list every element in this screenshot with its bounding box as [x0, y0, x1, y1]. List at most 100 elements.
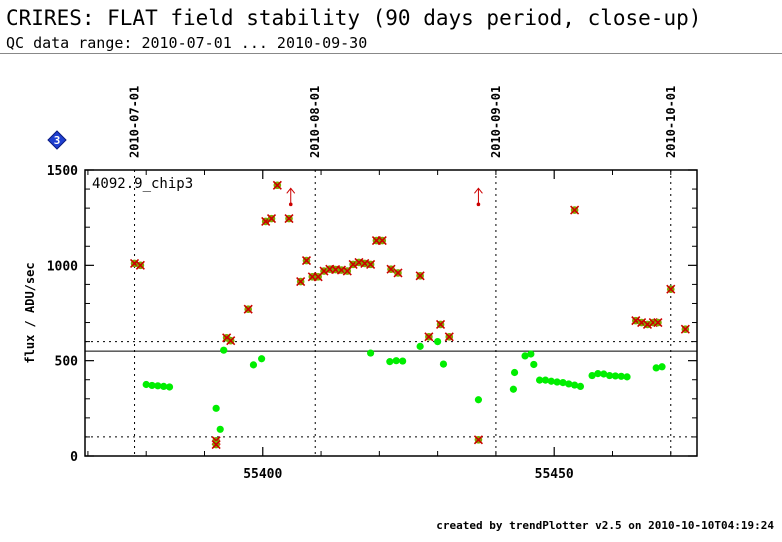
reference-lines: [85, 341, 697, 438]
page-subtitle: QC data range: 2010-07-01 ... 2010-09-30: [6, 34, 368, 52]
good-data-point: [617, 372, 625, 380]
good-data-point: [565, 380, 573, 388]
flagged-data-point: [272, 180, 282, 190]
flag-cross-mark: [435, 319, 446, 330]
flag-cross-mark: [296, 276, 306, 287]
data-points: [129, 180, 690, 450]
flag-cross-mark: [301, 256, 312, 266]
flagged-data-point: [435, 319, 446, 330]
flux-scatter-chart: 2010-07-01 2010-08-01 2010-09-01 2010-10-01…: [23, 86, 698, 482]
flagged-data-point: [653, 317, 663, 328]
date-marker-label: 2010-09-01: [489, 86, 503, 158]
flag-cross-mark: [631, 316, 641, 326]
y-tick-label: 1500: [47, 164, 78, 179]
good-data-point: [541, 376, 550, 384]
flagged-data-point: [284, 214, 294, 224]
flagged-data-point: [570, 205, 580, 215]
flagged-data-point: [377, 235, 387, 246]
flagged-data-point: [266, 214, 277, 224]
off-scale-arrow-icon: [286, 187, 296, 207]
flag-cross-mark: [444, 332, 454, 342]
flag-cross-mark: [222, 333, 232, 343]
off-scale-arrow-icon: [474, 187, 483, 207]
upper-limit-markers: [286, 187, 483, 207]
flagged-data-point: [424, 332, 434, 342]
good-data-point: [588, 371, 596, 380]
flagged-data-point: [301, 256, 312, 266]
flagged-data-point: [444, 332, 454, 342]
good-data-point: [386, 358, 394, 366]
flagged-data-point: [296, 276, 306, 287]
good-data-point: [652, 364, 660, 372]
x-tick-label: 55400: [243, 467, 282, 482]
chip-badge: 3: [47, 130, 67, 150]
y-tick-label: 500: [55, 355, 79, 370]
good-data-point: [521, 352, 529, 360]
flag-cross-mark: [393, 268, 403, 278]
good-data-point: [553, 378, 561, 386]
flag-cross-mark: [211, 439, 221, 450]
good-data-point: [530, 360, 538, 369]
good-data-point: [536, 376, 544, 384]
flagged-data-point: [473, 435, 483, 445]
flag-cross-mark: [415, 271, 425, 281]
good-data-point: [154, 382, 162, 390]
flagged-data-point: [226, 336, 236, 346]
flagged-data-point: [366, 259, 376, 269]
flagged-data-point: [415, 271, 425, 281]
x-tick-label: 55450: [535, 467, 574, 482]
flag-cross-mark: [570, 205, 580, 215]
good-data-point: [212, 404, 220, 412]
good-data-point: [216, 425, 224, 433]
good-data-point: [611, 372, 620, 380]
good-data-point: [399, 357, 407, 365]
flag-cross-mark: [366, 259, 376, 269]
flag-cross-mark: [424, 332, 434, 342]
good-data-point: [434, 338, 442, 346]
y-tick-label: 0: [70, 450, 78, 465]
flag-cross-mark: [135, 260, 145, 270]
flagged-data-point: [680, 324, 690, 334]
flag-cross-mark: [653, 317, 663, 328]
good-data-point: [392, 357, 400, 365]
good-data-point: [594, 370, 602, 378]
good-data-point: [527, 350, 535, 358]
good-data-point: [439, 360, 448, 368]
flagged-data-point: [386, 264, 396, 274]
good-data-point: [367, 349, 375, 357]
flagged-data-point: [393, 268, 403, 278]
flagged-data-point: [666, 284, 676, 294]
good-data-point: [142, 380, 150, 389]
flagged-data-point: [243, 304, 253, 314]
flag-cross-mark: [272, 180, 282, 190]
flag-cross-mark: [473, 435, 483, 445]
good-data-point: [600, 370, 608, 378]
page-title: CRIRES: FLAT field stability (90 days pe…: [6, 6, 702, 30]
flag-cross-mark: [377, 235, 387, 246]
badge-label: 3: [54, 134, 61, 147]
good-data-point: [576, 382, 585, 391]
date-marker-label: 2010-10-01: [664, 86, 678, 158]
good-data-point: [249, 361, 258, 369]
good-data-point: [474, 396, 483, 404]
flag-cross-mark: [637, 317, 647, 328]
flag-cross-mark: [284, 214, 294, 224]
good-data-point: [510, 368, 519, 377]
good-data-point: [160, 382, 168, 391]
flag-cross-mark: [386, 264, 396, 274]
date-marker-label: 2010-07-01: [128, 86, 142, 158]
date-markers: 2010-07-01 2010-08-01 2010-09-01 2010-10-01: [128, 86, 678, 456]
plot-axes: 0 500 1000 1500 55400 55450: [47, 164, 698, 482]
off-scale-arrowhead: [286, 187, 296, 194]
flag-cross-mark: [226, 336, 236, 346]
footer-credit: created by trendPlotter v2.5 on 2010-10-…: [436, 519, 774, 532]
off-scale-arrowhead: [474, 187, 483, 194]
flag-cross-mark: [680, 324, 690, 334]
good-data-point: [547, 377, 555, 385]
flag-cross-mark: [666, 284, 676, 294]
good-data-point: [165, 383, 174, 391]
flagged-data-point: [135, 260, 145, 270]
flagged-data-point: [211, 439, 221, 450]
good-data-point: [605, 371, 614, 380]
